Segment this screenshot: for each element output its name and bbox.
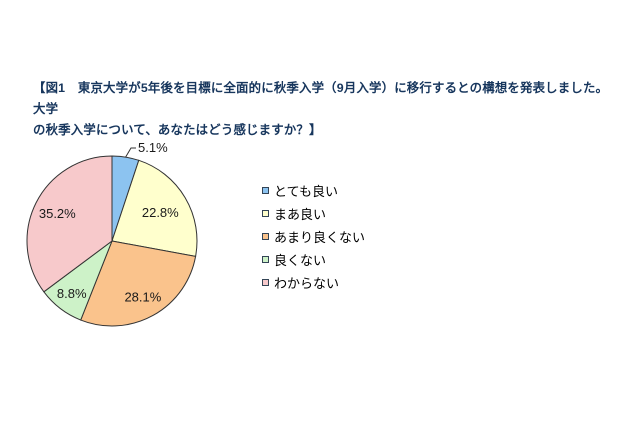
pie-data-label-0: 5.1% <box>138 140 168 155</box>
pie-slice-1 <box>111 159 198 257</box>
legend-swatch-1 <box>262 210 269 217</box>
legend-item-1: まあ良い <box>262 202 365 225</box>
legend-swatch-3 <box>262 256 269 263</box>
pie-chart: 5.1% 22.8% 28.1% 8.8% 35.2% <box>26 140 198 327</box>
figure-title: 【図1 東京大学が5年後を目標に全面的に秋季入学（9月入学）に移行するとの構想を… <box>33 78 618 141</box>
legend-swatch-2 <box>262 233 269 240</box>
legend-label-4: わからない <box>274 276 340 291</box>
pie-data-label-1: 22.8% <box>142 205 179 220</box>
figure-title-line2: の秋季入学について、あなたはどう感じますか？】 <box>33 123 322 137</box>
legend-item-0: とても良い <box>262 179 365 202</box>
pie-label-leader-line <box>125 147 136 158</box>
pie-data-label-4: 35.2% <box>39 206 76 221</box>
legend-label-1: まあ良い <box>274 207 327 222</box>
legend-item-3: 良くない <box>262 248 365 271</box>
figure-title-line1: 【図1 東京大学が5年後を目標に全面的に秋季入学（9月入学）に移行するとの構想を… <box>33 81 609 116</box>
chart-legend: とても良いまあ良いあまり良くない 良くないわからない <box>262 179 365 294</box>
legend-swatch-4 <box>262 279 269 286</box>
legend-label-2: あまり良くない <box>274 230 366 245</box>
legend-item-4: わからない <box>262 271 365 294</box>
pie-data-label-2: 28.1% <box>124 289 161 304</box>
legend-label-0: とても良い <box>274 184 338 199</box>
legend-item-2: あまり良くない <box>262 225 365 248</box>
legend-swatch-0 <box>262 187 269 194</box>
legend-label-3: 良くない <box>274 253 327 268</box>
pie-slice-2 <box>80 240 197 327</box>
pie-data-label-3: 8.8% <box>57 286 87 301</box>
pie-slice-4 <box>26 155 113 293</box>
